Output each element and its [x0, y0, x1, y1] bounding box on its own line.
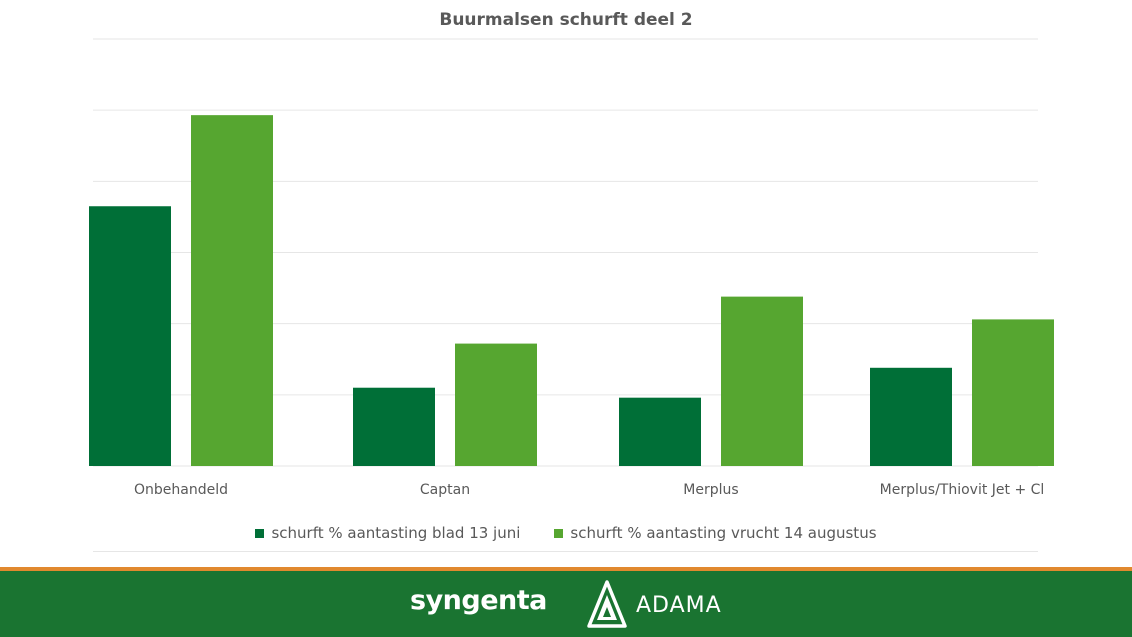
bar-vrucht-0	[191, 115, 273, 467]
chart-plot: Onbehandeld Captan Merplus Merplus/Thiovit …	[89, 38, 1054, 498]
adama-logo-text: ADAMA	[636, 593, 722, 618]
legend-separator-line	[93, 551, 1038, 552]
footer-banner: syngenta ADAMA	[0, 567, 1132, 637]
chart-area: Onbehandeld Captan Merplus Merplus/Thiovit …	[0, 10, 1132, 552]
legend-swatch-blad	[255, 528, 265, 538]
bar-blad-1	[353, 387, 435, 466]
x-tick-label: Captan	[420, 482, 470, 498]
x-tick-label: Merplus	[683, 482, 738, 498]
bar-blad-2	[619, 397, 701, 466]
legend-item-blad: schurft % aantasting blad 13 juni	[255, 524, 520, 542]
x-tick-label: Merplus/Thiovit Jet + Cl	[880, 482, 1045, 498]
bar-vrucht-3	[972, 319, 1054, 466]
legend-item-vrucht: schurft % aantasting vrucht 14 augustus	[554, 524, 877, 542]
legend-swatch-vrucht	[554, 528, 564, 538]
syngenta-logo: syngenta	[410, 585, 547, 616]
x-tick-label: Onbehandeld	[134, 482, 228, 498]
bar-vrucht-2	[721, 296, 803, 466]
bar-blad-0	[89, 206, 171, 466]
legend-label-blad: schurft % aantasting blad 13 juni	[271, 524, 521, 542]
adama-logo-icon	[587, 580, 627, 628]
bar-vrucht-1	[455, 343, 537, 466]
chart-legend: schurft % aantasting blad 13 juni schurf…	[0, 524, 1132, 542]
legend-label-vrucht: schurft % aantasting vrucht 14 augustus	[570, 524, 877, 542]
chart-title: Buurmalsen schurft deel 2	[439, 10, 693, 30]
bar-blad-3	[870, 367, 952, 466]
